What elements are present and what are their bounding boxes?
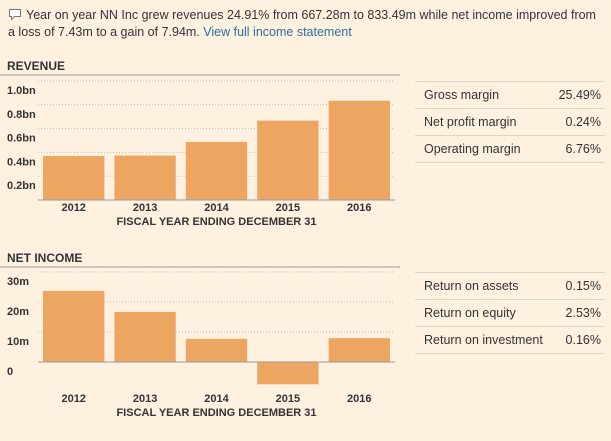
x-tick-label: 2014	[204, 202, 229, 214]
y-tick-label: 0.6bn	[7, 133, 36, 145]
metric-name: Net profit margin	[424, 115, 517, 129]
bar	[257, 120, 319, 200]
metric-name: Operating margin	[424, 142, 521, 156]
summary: Year on year NN Inc grew revenues 24.91%…	[8, 7, 603, 41]
x-tick-label: 2015	[276, 393, 300, 405]
table-row: Operating margin 6.76%	[415, 136, 605, 163]
table-row: Gross margin 25.49%	[415, 81, 605, 109]
table-row: Return on equity 2.53%	[415, 300, 605, 327]
x-axis-title: FISCAL YEAR ENDING DECEMBER 31	[116, 407, 316, 419]
x-tick-label: 2016	[347, 202, 371, 214]
metric-name: Gross margin	[424, 88, 500, 102]
y-tick-label: 1.0bn	[7, 85, 36, 97]
bar	[42, 290, 105, 362]
y-tick-label: 0.8bn	[7, 109, 36, 121]
y-tick-label: 0	[7, 366, 13, 378]
metric-name: Return on equity	[424, 306, 516, 320]
bar	[328, 100, 391, 200]
y-tick-label: 0.2bn	[7, 180, 36, 192]
summary-text: Year on year NN Inc grew revenues 24.91%…	[8, 8, 596, 39]
bar	[42, 155, 105, 200]
bar	[114, 311, 176, 362]
x-tick-label: 2013	[133, 202, 157, 214]
comment-icon	[9, 9, 21, 21]
income-link[interactable]: View full income statement	[203, 25, 352, 39]
metric-value: 2.53%	[565, 306, 601, 320]
x-axis-title: FISCAL YEAR ENDING DECEMBER 31	[116, 216, 316, 228]
bar	[328, 338, 391, 362]
metric-value: 6.76%	[565, 142, 601, 156]
chart-title: NET INCOME	[7, 251, 82, 265]
chart-title: REVENUE	[7, 59, 65, 73]
metric-name: Return on assets	[424, 279, 519, 293]
x-tick-label: 2016	[347, 393, 371, 405]
ratio-table: Return on assets 0.15% Return on equity 2.5…	[415, 272, 605, 354]
metric-value: 25.49%	[558, 88, 601, 102]
y-tick-label: 30m	[7, 276, 29, 288]
charts: REVENUE 0.2bn 0.4bn 0.6bn 0.8bn 1.0bn 2012 2013…	[0, 59, 400, 419]
table-row: Return on assets 0.15%	[415, 272, 605, 300]
metric-value: 0.16%	[565, 333, 601, 347]
y-tick-label: 10m	[7, 336, 29, 348]
metric-name: Return on investment	[424, 333, 543, 347]
x-tick-label: 2012	[61, 202, 85, 214]
x-tick-label: 2014	[204, 393, 229, 405]
y-tick-label: 0.4bn	[7, 156, 36, 168]
ratio-table: Gross margin 25.49% Net profit margin 0.24%…	[415, 81, 605, 163]
table-row: Net profit margin 0.24%	[415, 109, 605, 136]
y-tick-label: 20m	[7, 306, 29, 318]
bar	[114, 155, 176, 200]
table-row: Return on investment 0.16%	[415, 327, 605, 354]
x-tick-label: 2015	[276, 202, 300, 214]
bar	[185, 338, 248, 362]
x-tick-label: 2012	[61, 393, 85, 405]
x-tick-label: 2013	[133, 393, 157, 405]
bar	[185, 141, 248, 200]
bar	[257, 362, 319, 385]
metric-value: 0.15%	[565, 279, 601, 293]
metric-value: 0.24%	[565, 115, 601, 129]
